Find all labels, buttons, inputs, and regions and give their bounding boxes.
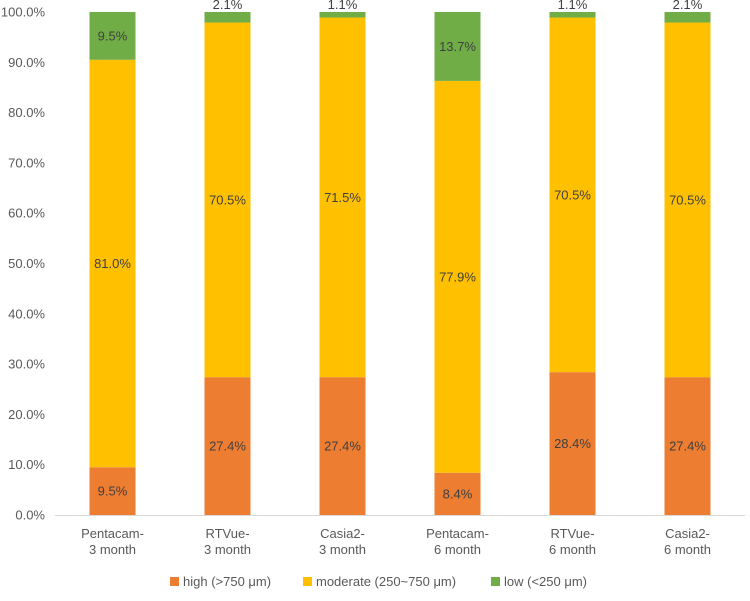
data-label: 9.5% <box>98 28 128 43</box>
data-label: 70.5% <box>669 192 706 207</box>
legend-label: moderate (250~750 μm) <box>316 574 456 589</box>
bar-segment-moderate <box>319 17 366 378</box>
bar-segment-moderate <box>89 59 136 468</box>
y-tick-label: 50.0% <box>8 256 45 271</box>
data-label: 28.4% <box>554 436 591 451</box>
bar-segment-low <box>204 12 251 23</box>
legend: high (>750 μm) moderate (250~750 μm) low (… <box>170 574 587 589</box>
x-tick-label: RTVue-3 month <box>204 526 251 557</box>
bar-segment-moderate <box>549 17 596 373</box>
data-label: 71.5% <box>324 190 361 205</box>
data-label: 70.5% <box>209 192 246 207</box>
bar-segment-low <box>319 12 366 18</box>
bar-segment-high <box>204 377 251 515</box>
x-axis: Pentacam-3 month RTVue-3 month Casia2-3 mo… <box>55 515 745 557</box>
legend-label: low (<250 μm) <box>504 574 587 589</box>
data-label: 81.0% <box>94 256 131 271</box>
bars <box>89 12 711 515</box>
bar-segment-high <box>549 372 596 515</box>
bar-segment-high <box>319 377 366 515</box>
y-tick-label: 100.0% <box>1 5 46 20</box>
y-tick-label: 10.0% <box>8 457 45 472</box>
data-label: 9.5% <box>98 484 128 499</box>
bar-segment-low <box>664 12 711 23</box>
bar-segment-moderate <box>664 22 711 378</box>
data-label: 13.7% <box>439 39 476 54</box>
bar-segment-high <box>89 467 136 515</box>
y-tick-label: 30.0% <box>8 357 45 372</box>
data-label: 27.4% <box>324 439 361 454</box>
y-tick-label: 70.0% <box>8 155 45 170</box>
data-label: 1.1% <box>328 0 358 12</box>
bar-segment-moderate <box>434 80 481 473</box>
bar-segment-moderate <box>204 22 251 378</box>
data-label: 27.4% <box>209 439 246 454</box>
data-label: 77.9% <box>439 269 476 284</box>
legend-swatch <box>303 577 312 586</box>
legend-swatch <box>170 577 179 586</box>
bar-segment-low <box>434 12 481 81</box>
data-label: 1.1% <box>558 0 588 12</box>
x-tick-label: Casia2-3 month <box>319 526 366 557</box>
data-label: 2.1% <box>673 0 703 12</box>
bar-segment-low <box>89 12 136 60</box>
bar-segment-low <box>549 12 596 18</box>
x-tick-label: RTVue-6 month <box>549 526 596 557</box>
data-label: 2.1% <box>213 0 243 12</box>
data-label: 27.4% <box>669 439 706 454</box>
data-label: 8.4% <box>443 486 473 501</box>
x-tick-label: Pentacam-6 month <box>426 526 489 557</box>
y-tick-label: 20.0% <box>8 407 45 422</box>
x-tick-label: Casia2-6 month <box>664 526 711 557</box>
data-label: 70.5% <box>554 187 591 202</box>
data-labels: 9.5% 81.0% 9.5% 27.4% 70.5% 2.1% 27.4% 71.5% 1.1… <box>94 0 706 501</box>
legend-label: high (>750 μm) <box>183 574 271 589</box>
y-axis: 0.0% 10.0% 20.0% 30.0% 40.0% 50.0% 60.0% 70.0% 8… <box>1 5 46 523</box>
y-tick-label: 80.0% <box>8 105 45 120</box>
y-tick-label: 60.0% <box>8 206 45 221</box>
y-tick-label: 0.0% <box>15 508 45 523</box>
legend-swatch <box>491 577 500 586</box>
bar-segment-high <box>434 472 481 515</box>
x-tick-label: Pentacam-3 month <box>81 526 144 557</box>
bar-segment-high <box>664 377 711 515</box>
y-tick-label: 40.0% <box>8 306 45 321</box>
y-tick-label: 90.0% <box>8 55 45 70</box>
